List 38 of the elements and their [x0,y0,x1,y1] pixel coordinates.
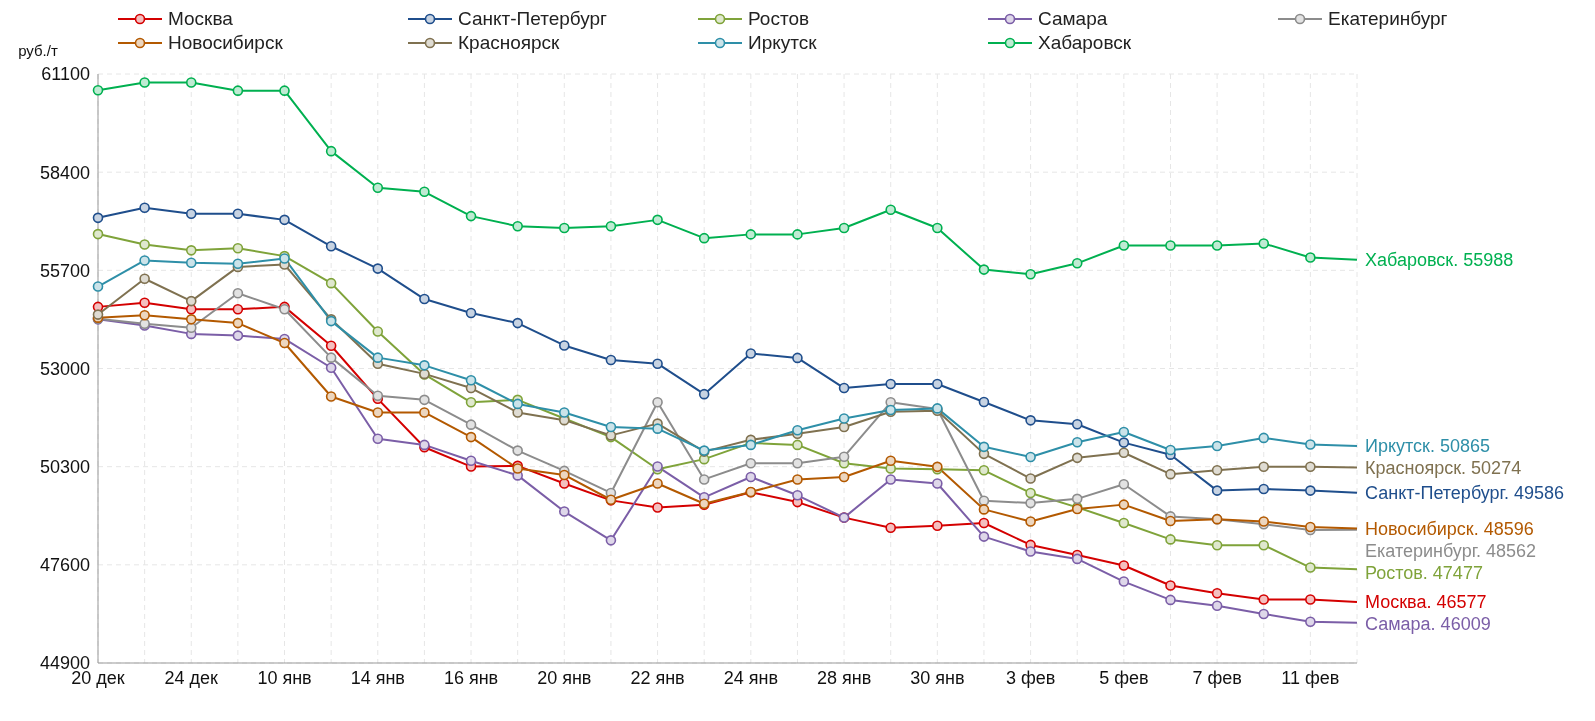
y-tick-label: 58400 [39,162,90,183]
x-tick-label: 20 янв [537,667,592,688]
x-tick-label: 28 янв [816,667,872,688]
legend-label: Екатеринбург [1328,8,1448,30]
legend-label: Ростов [748,8,810,30]
x-tick-label: 24 дек [164,667,219,688]
data-label: Москва. 46577 [1365,592,1487,613]
legend-label: Самара [1038,8,1108,30]
data-label: Санкт-Петербург. 49586 [1365,482,1565,503]
x-tick-label: 11 фев [1281,667,1340,688]
x-tick-label: 10 янв [257,667,312,688]
y-tick-label: 55700 [39,260,90,281]
data-label: Екатеринбург. 48562 [1365,540,1537,561]
y-tick-label: 61100 [41,64,90,85]
legend-label: Новосибирск [168,32,283,54]
legend-label: Красноярск [458,32,560,54]
x-tick-label: 24 янв [723,667,778,688]
y-tick-label: 47600 [39,555,90,576]
data-label: Ростов. 47477 [1365,563,1483,584]
x-tick-label: 22 янв [630,667,685,688]
x-tick-label: 14 янв [350,667,405,688]
data-label: Красноярск. 50274 [1365,458,1522,479]
y-tick-label: 53000 [39,358,90,379]
x-tick-label: 7 фев [1192,667,1242,688]
y-tick-label: 50300 [39,457,90,478]
data-label: Самара. 46009 [1365,614,1491,635]
legend-label: Хабаровск [1038,32,1132,54]
data-label: Новосибирск. 48596 [1365,518,1534,539]
x-tick-label: 3 фев [1005,667,1056,688]
x-tick-label: 16 янв [443,667,499,688]
x-tick-label: 30 янв [910,667,965,688]
data-label: Хабаровск. 55988 [1365,249,1514,270]
y-axis-title: руб./т [18,42,58,59]
data-label: Иркутск. 50865 [1365,436,1490,457]
x-tick-label: 5 фев [1099,667,1149,688]
legend-label: Москва [168,8,233,30]
legend-label: Иркутск [748,32,817,54]
legend-label: Санкт-Петербург [458,8,608,30]
